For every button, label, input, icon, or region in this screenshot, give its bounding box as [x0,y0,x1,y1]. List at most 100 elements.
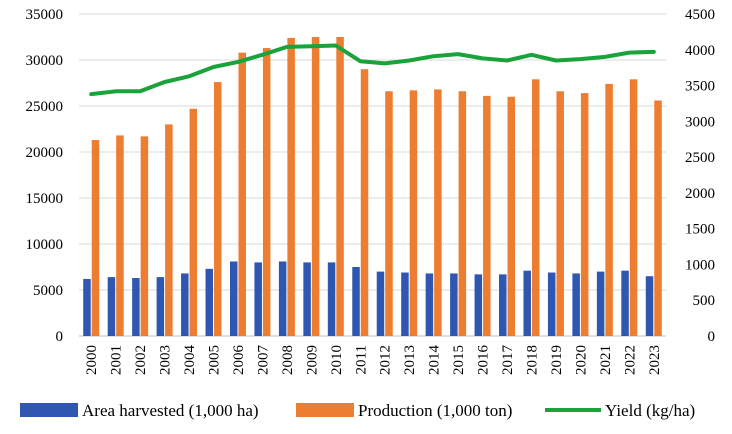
x-tick-label: 2021 [598,345,614,375]
bar-production [116,135,124,336]
x-tick-label: 2003 [158,345,174,375]
bar-area-harvested [156,277,165,336]
bar-area-harvested [621,270,629,336]
yield-line-layer [89,43,656,97]
bar-production [262,48,271,336]
x-tick-label: 2007 [255,345,271,376]
left-y-tick-label: 10000 [26,237,64,253]
legend: Area harvested (1,000 ha) Production (1,… [20,401,695,420]
left-y-tick-label: 0 [56,329,64,345]
bar-area-harvested [303,262,311,336]
right-y-tick-label: 3500 [685,79,715,95]
bar-production [311,37,320,336]
x-tick-label: 2010 [329,345,345,375]
bar-production [238,52,246,336]
right-y-tick-label: 0 [708,329,716,345]
bar-area-harvested [596,271,605,336]
bar-production [287,37,295,337]
x-tick-label: 2023 [647,345,663,375]
bar-area-harvested [401,272,409,336]
x-tick-label: 2001 [109,345,125,375]
legend-item-yield: Yield (kg/ha) [545,401,695,420]
right-y-tick-label: 2500 [685,150,715,166]
bar-production [336,37,344,336]
x-tick-label: 2000 [84,345,100,375]
bar-area-harvested [352,267,360,336]
bar-production [654,100,662,336]
bar-area-harvested [229,261,238,336]
bar-area-harvested [474,274,483,336]
legend-swatch-area-harvested [20,403,78,417]
bar-production [605,83,613,336]
x-axis: 2000 2001 2002 2003 2004 2005 2006 2007 2008 2009… [84,345,663,376]
bar-area-harvested [107,277,116,336]
bar-production [556,91,564,336]
bar-area-harvested [450,273,458,336]
bar-production [458,91,467,336]
bar-production [360,69,369,336]
x-tick-label: 2014 [427,345,443,376]
bar-production [385,91,393,336]
bar-area-harvested [523,270,531,336]
bar-production [580,93,589,337]
x-tick-label: 2012 [378,345,394,375]
bar-area-harvested [181,273,189,336]
bar-area-harvested [327,262,336,336]
x-tick-label: 2013 [402,345,418,375]
bar-production [434,89,442,336]
x-tick-label: 2020 [573,345,589,375]
x-tick-label: 2006 [231,345,247,376]
x-tick-label: 2022 [622,345,638,375]
x-tick-label: 2009 [304,345,320,375]
bars [83,37,662,337]
right-y-tick-label: 2000 [685,186,715,202]
right-y-tick-label: 3000 [685,114,715,130]
right-y-axis: 0 500 1000 1500 2000 2500 3000 3500 4000 4500 [685,7,715,345]
bar-area-harvested [547,272,556,336]
left-y-tick-label: 5000 [33,283,63,299]
bar-area-harvested [278,261,287,336]
left-y-tick-label: 30000 [26,53,64,69]
bar-area-harvested [572,273,580,336]
bar-area-harvested [205,268,214,336]
bar-area-harvested [645,276,654,336]
x-tick-label: 2002 [133,345,149,375]
x-tick-label: 2011 [353,345,369,374]
legend-swatch-production [296,403,354,417]
right-y-tick-label: 1000 [685,257,715,273]
x-tick-label: 2019 [549,345,565,375]
bar-production [629,79,638,336]
legend-item-area-harvested: Area harvested (1,000 ha) [20,401,259,420]
right-y-tick-label: 500 [693,293,716,309]
legend-label-production: Production (1,000 ton) [358,401,512,420]
bar-production [91,140,100,336]
left-y-tick-label: 25000 [26,99,64,115]
bar-area-harvested [254,262,262,336]
right-y-tick-label: 4500 [685,7,715,23]
bar-area-harvested [499,274,507,336]
bar-production [214,82,222,336]
x-tick-label: 2015 [451,345,467,375]
legend-label-yield: Yield (kg/ha) [605,401,695,420]
x-tick-label: 2018 [524,345,540,375]
x-tick-label: 2004 [182,345,198,376]
yield-line [89,43,656,97]
legend-item-production: Production (1,000 ton) [296,401,512,420]
x-tick-label: 2005 [207,345,223,375]
bar-production [140,136,149,336]
legend-label-area-harvested: Area harvested (1,000 ha) [82,401,259,420]
gridlines [79,13,666,337]
bar-area-harvested [132,278,140,336]
bar-production [409,90,418,336]
left-y-tick-label: 35000 [26,7,64,23]
bar-production [483,95,491,336]
x-tick-label: 2016 [476,345,492,376]
left-y-axis: 0 5000 10000 15000 20000 25000 30000 35000 [26,7,64,345]
bar-production [507,96,516,336]
bar-area-harvested [425,273,434,336]
bar-area-harvested [83,278,91,336]
bar-production [165,124,173,337]
x-tick-label: 2008 [280,345,296,375]
bar-production [531,79,540,336]
